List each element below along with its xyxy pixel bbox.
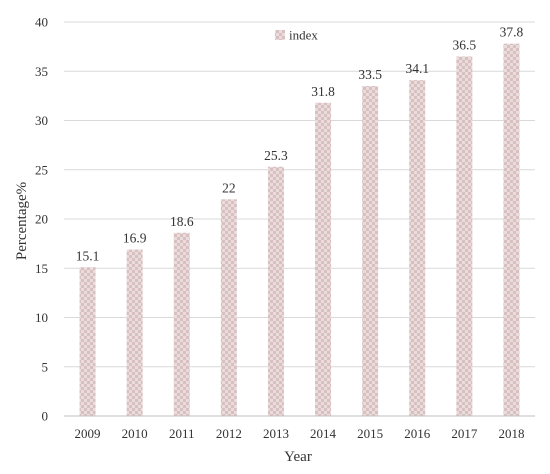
data-label-2014: 31.8 bbox=[311, 84, 335, 99]
legend-swatch bbox=[275, 30, 285, 40]
data-labels: 15.1 16.9 18.6 22 25.3 31.8 33.5 34.1 36.5 37.8 bbox=[76, 25, 524, 264]
y-axis-ticks: 0 5 10 15 20 25 30 35 40 bbox=[35, 15, 48, 424]
bars bbox=[79, 43, 520, 417]
y-tick-label: 40 bbox=[35, 15, 48, 30]
data-label-2013: 25.3 bbox=[264, 148, 288, 163]
x-tick-label-2016: 2016 bbox=[404, 426, 431, 441]
bar-2015 bbox=[362, 86, 379, 417]
x-axis-title: Year bbox=[284, 449, 312, 465]
x-tick-label-2015: 2015 bbox=[357, 426, 383, 441]
legend: index bbox=[275, 28, 318, 43]
bar-2011 bbox=[173, 232, 190, 416]
x-tick-label-2011: 2011 bbox=[169, 426, 195, 441]
bar-2012 bbox=[220, 199, 237, 416]
y-tick-label: 0 bbox=[42, 409, 49, 424]
y-tick-label: 30 bbox=[35, 113, 48, 128]
x-axis-ticks: 2009 2010 2011 2012 2013 2014 2015 2016 2017 2018 bbox=[75, 426, 525, 441]
y-tick-label: 25 bbox=[35, 162, 48, 177]
y-tick-label: 10 bbox=[35, 310, 48, 325]
x-tick-label-2018: 2018 bbox=[498, 426, 524, 441]
bar-2014 bbox=[315, 102, 332, 417]
bar-2013 bbox=[267, 166, 284, 416]
y-tick-label: 35 bbox=[35, 64, 48, 79]
data-label-2018: 37.8 bbox=[500, 25, 524, 40]
bar-2010 bbox=[126, 249, 143, 416]
x-tick-label-2014: 2014 bbox=[310, 426, 337, 441]
bar-2009 bbox=[79, 267, 96, 416]
bar-2016 bbox=[409, 80, 426, 417]
y-tick-label: 15 bbox=[35, 261, 48, 276]
y-axis-title: Percentage% bbox=[14, 182, 30, 260]
data-label-2011: 18.6 bbox=[170, 214, 194, 229]
data-label-2017: 36.5 bbox=[453, 37, 477, 52]
data-label-2010: 16.9 bbox=[123, 231, 147, 246]
x-tick-label-2017: 2017 bbox=[451, 426, 478, 441]
data-label-2016: 34.1 bbox=[405, 61, 429, 76]
x-tick-label-2010: 2010 bbox=[122, 426, 148, 441]
y-tick-label: 5 bbox=[42, 359, 49, 374]
data-label-2012: 22 bbox=[222, 180, 236, 195]
x-tick-label-2013: 2013 bbox=[263, 426, 289, 441]
x-tick-label-2009: 2009 bbox=[75, 426, 101, 441]
legend-label: index bbox=[289, 28, 318, 43]
x-tick-label-2012: 2012 bbox=[216, 426, 242, 441]
y-tick-label: 20 bbox=[35, 212, 48, 227]
bar-2018 bbox=[503, 43, 520, 417]
data-label-2015: 33.5 bbox=[358, 67, 382, 82]
bar-2017 bbox=[456, 56, 473, 416]
data-label-2009: 15.1 bbox=[76, 248, 100, 263]
